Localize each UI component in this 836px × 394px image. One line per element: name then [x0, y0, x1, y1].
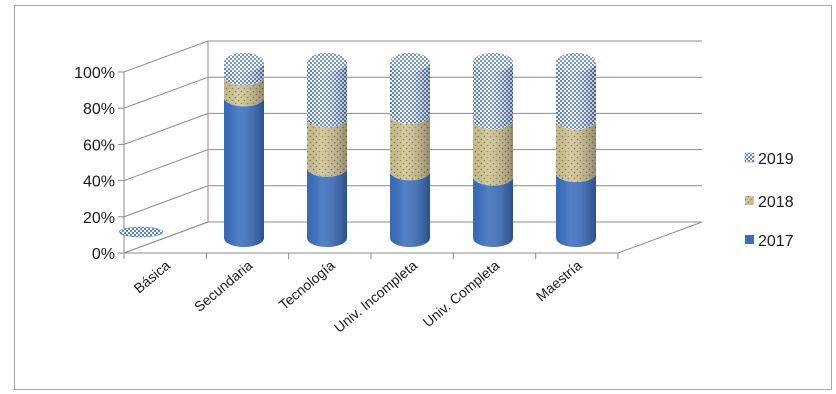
bar-top-cap	[556, 53, 596, 71]
y-tick-label: 60%	[83, 137, 115, 154]
y-tick-label: 0%	[92, 246, 115, 263]
x-tick-label: Básica	[131, 257, 174, 296]
bar-shade-2019	[224, 62, 264, 86]
empty-bar-disc	[118, 226, 164, 238]
bar-shade-2019	[556, 62, 596, 130]
y-tick-label: 80%	[83, 101, 115, 118]
bar-shade-2017	[473, 176, 513, 247]
bar-shade-2018	[556, 120, 596, 182]
bar-shade-2018	[224, 76, 264, 107]
legend-item-2018: 2018	[745, 194, 794, 211]
bar-group	[306, 53, 348, 247]
bar-shade-2018	[307, 118, 347, 177]
bar-shade-2019	[390, 62, 430, 124]
x-tick-label: Univ. Completa	[420, 257, 503, 330]
x-tick-label: Maestría	[533, 257, 585, 304]
bar-shade-2019	[473, 62, 513, 130]
bar-top-highlight	[224, 53, 264, 71]
legend-swatch-2017	[745, 235, 754, 244]
bar-group	[223, 53, 265, 247]
x-tick-label: Univ. Incompleta	[331, 257, 421, 336]
bar-shade-2017	[307, 167, 347, 247]
y-tick-label: 40%	[83, 174, 115, 191]
bar-top-highlight	[473, 53, 513, 71]
legend-swatch-2018	[745, 196, 754, 205]
legend-item-2017: 2017	[745, 233, 794, 250]
legend-label-2019: 2019	[758, 151, 794, 168]
y-tick-label: 100%	[74, 65, 115, 82]
bar-top-cap	[307, 53, 347, 71]
bar-shade-2017	[224, 97, 264, 247]
legend-item-2019: 2019	[744, 151, 794, 168]
bar-shade-2018	[473, 120, 513, 186]
bar-top-highlight	[556, 53, 596, 71]
bar-group	[472, 53, 514, 247]
bar-shade-2019	[307, 62, 347, 128]
bar-top-cap	[390, 53, 430, 71]
bar-top-highlight	[390, 53, 430, 71]
bar-shade-2018	[390, 114, 430, 181]
x-tick-label: Tecnología	[276, 257, 338, 313]
bar-group	[118, 226, 164, 238]
legend-swatch-2019	[744, 152, 755, 163]
legend-label-2017: 2017	[758, 233, 794, 250]
bar-group	[555, 53, 597, 247]
legend-label-2018: 2018	[758, 194, 794, 211]
bar-shade-2017	[390, 171, 430, 247]
y-tick-label: 20%	[83, 210, 115, 227]
bars-layer	[118, 53, 597, 247]
bar-top-cap	[473, 53, 513, 71]
legend: 2019 2018 2017	[744, 151, 794, 250]
bar-top-cap	[224, 53, 264, 71]
bar-group	[389, 53, 431, 247]
x-tick-label: Secundaria	[191, 257, 256, 315]
bar-top-highlight	[307, 53, 347, 71]
bar-shade-2017	[556, 172, 596, 247]
axes-layer	[118, 40, 703, 259]
